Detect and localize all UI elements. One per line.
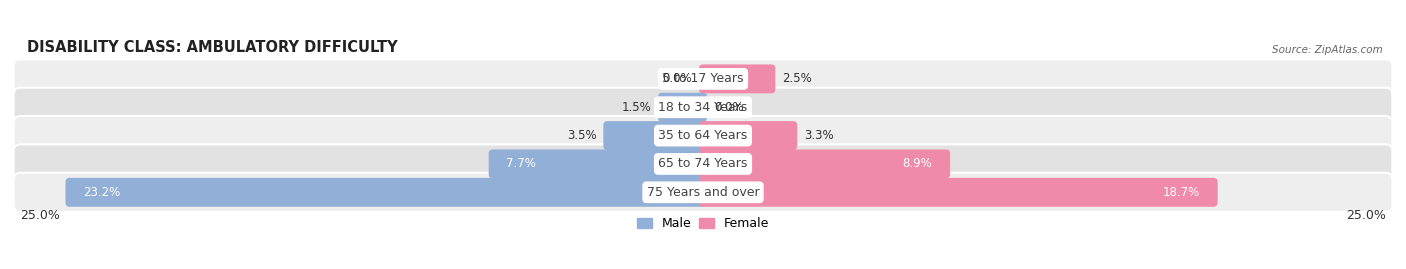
FancyBboxPatch shape — [699, 121, 797, 150]
Text: 7.7%: 7.7% — [506, 157, 536, 171]
FancyBboxPatch shape — [14, 59, 1392, 98]
Text: 0.0%: 0.0% — [714, 101, 744, 114]
Text: DISABILITY CLASS: AMBULATORY DIFFICULTY: DISABILITY CLASS: AMBULATORY DIFFICULTY — [27, 40, 398, 55]
Text: 18.7%: 18.7% — [1163, 186, 1199, 199]
Text: 75 Years and over: 75 Years and over — [647, 186, 759, 199]
Legend: Male, Female: Male, Female — [631, 213, 775, 235]
FancyBboxPatch shape — [699, 65, 775, 93]
Text: 65 to 74 Years: 65 to 74 Years — [658, 157, 748, 171]
FancyBboxPatch shape — [658, 93, 707, 122]
Text: 2.5%: 2.5% — [782, 72, 811, 85]
Text: Source: ZipAtlas.com: Source: ZipAtlas.com — [1272, 44, 1384, 55]
FancyBboxPatch shape — [14, 144, 1392, 183]
FancyBboxPatch shape — [66, 178, 707, 207]
Text: 1.5%: 1.5% — [621, 101, 651, 114]
Text: 5 to 17 Years: 5 to 17 Years — [662, 72, 744, 85]
FancyBboxPatch shape — [603, 121, 707, 150]
Text: 8.9%: 8.9% — [903, 157, 932, 171]
FancyBboxPatch shape — [14, 173, 1392, 212]
Text: 3.5%: 3.5% — [567, 129, 596, 142]
Text: 0.0%: 0.0% — [662, 72, 692, 85]
Text: 18 to 34 Years: 18 to 34 Years — [658, 101, 748, 114]
Text: 35 to 64 Years: 35 to 64 Years — [658, 129, 748, 142]
FancyBboxPatch shape — [14, 88, 1392, 127]
FancyBboxPatch shape — [14, 116, 1392, 155]
Text: 23.2%: 23.2% — [83, 186, 121, 199]
FancyBboxPatch shape — [699, 178, 1218, 207]
Text: 25.0%: 25.0% — [21, 209, 60, 222]
FancyBboxPatch shape — [489, 150, 707, 178]
Text: 25.0%: 25.0% — [1346, 209, 1385, 222]
FancyBboxPatch shape — [699, 150, 950, 178]
Text: 3.3%: 3.3% — [804, 129, 834, 142]
